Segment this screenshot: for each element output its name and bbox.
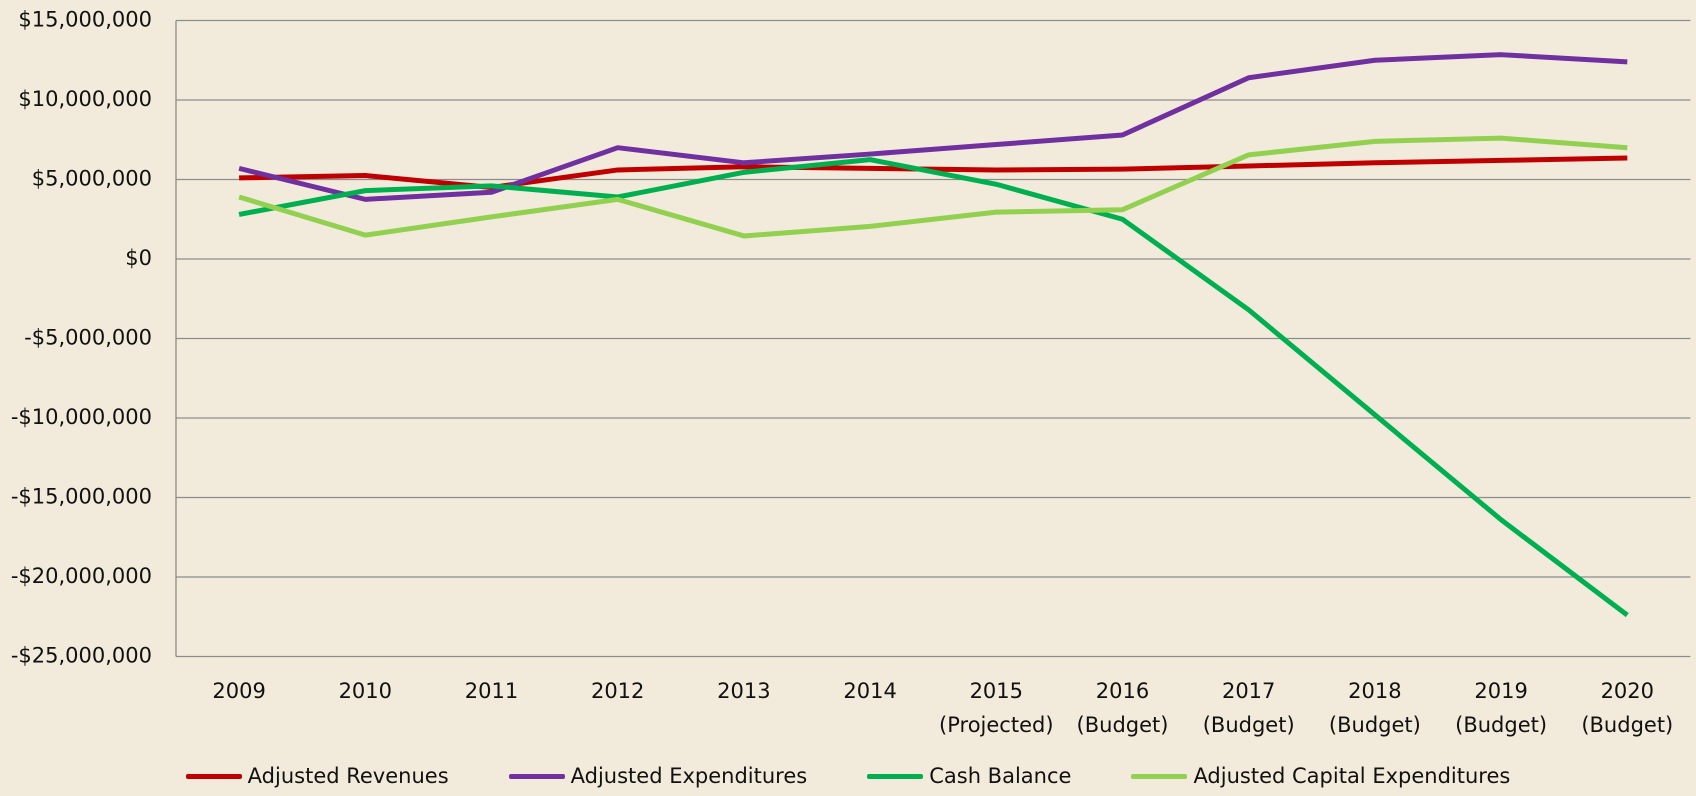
x-tick-label: 2009 [212, 679, 266, 703]
x-tick-label: 2018 (Budget) [1328, 679, 1421, 737]
legend-swatch [508, 773, 565, 779]
x-tick-label: 2014 [843, 679, 897, 703]
legend-label: Adjusted Expenditures [570, 764, 808, 788]
legend-label: Adjusted Revenues [247, 764, 449, 788]
legend-item: Adjusted Revenues [185, 764, 449, 788]
y-tick-label: -$25,000,000 [11, 644, 152, 668]
y-tick-label: -$20,000,000 [11, 564, 152, 588]
y-tick-label: $5,000,000 [32, 167, 152, 191]
line-series [238, 135, 1628, 239]
legend: Adjusted Revenues Adjusted Expenditures Ca… [0, 764, 1696, 788]
x-tick-label: 2011 [464, 679, 519, 703]
legend-item: Adjusted Capital Expenditures [1131, 764, 1510, 788]
x-tick-label: 2013 [717, 679, 771, 703]
y-tick-label: $0 [125, 246, 152, 270]
x-tick-label: 2017 (Budget) [1202, 679, 1295, 737]
x-tick-label: 2010 [338, 679, 393, 703]
legend-swatch [185, 773, 242, 779]
x-tick-label: 2012 [590, 679, 645, 703]
y-tick-label: $10,000,000 [18, 87, 152, 111]
legend-swatch [867, 773, 924, 779]
legend-item: Cash Balance [867, 764, 1071, 788]
legend-swatch [1131, 773, 1188, 779]
line-series [238, 52, 1628, 202]
x-tick-label: 2016 (Budget) [1076, 679, 1169, 737]
y-tick-label: $15,000,000 [18, 8, 152, 32]
x-tick-label: 2019 (Budget) [1455, 679, 1548, 737]
y-tick-label: -$5,000,000 [24, 326, 152, 350]
y-tick-label: -$15,000,000 [11, 485, 152, 509]
legend-label: Cash Balance [929, 764, 1072, 788]
y-tick-label: -$10,000,000 [11, 405, 152, 429]
x-tick-label: 2015 (Projected) [939, 679, 1054, 737]
legend-label: Adjusted Capital Expenditures [1193, 764, 1511, 788]
line-series [238, 157, 1629, 618]
x-tick-label: 2020 (Budget) [1581, 679, 1674, 737]
legend-item: Adjusted Expenditures [508, 764, 808, 788]
